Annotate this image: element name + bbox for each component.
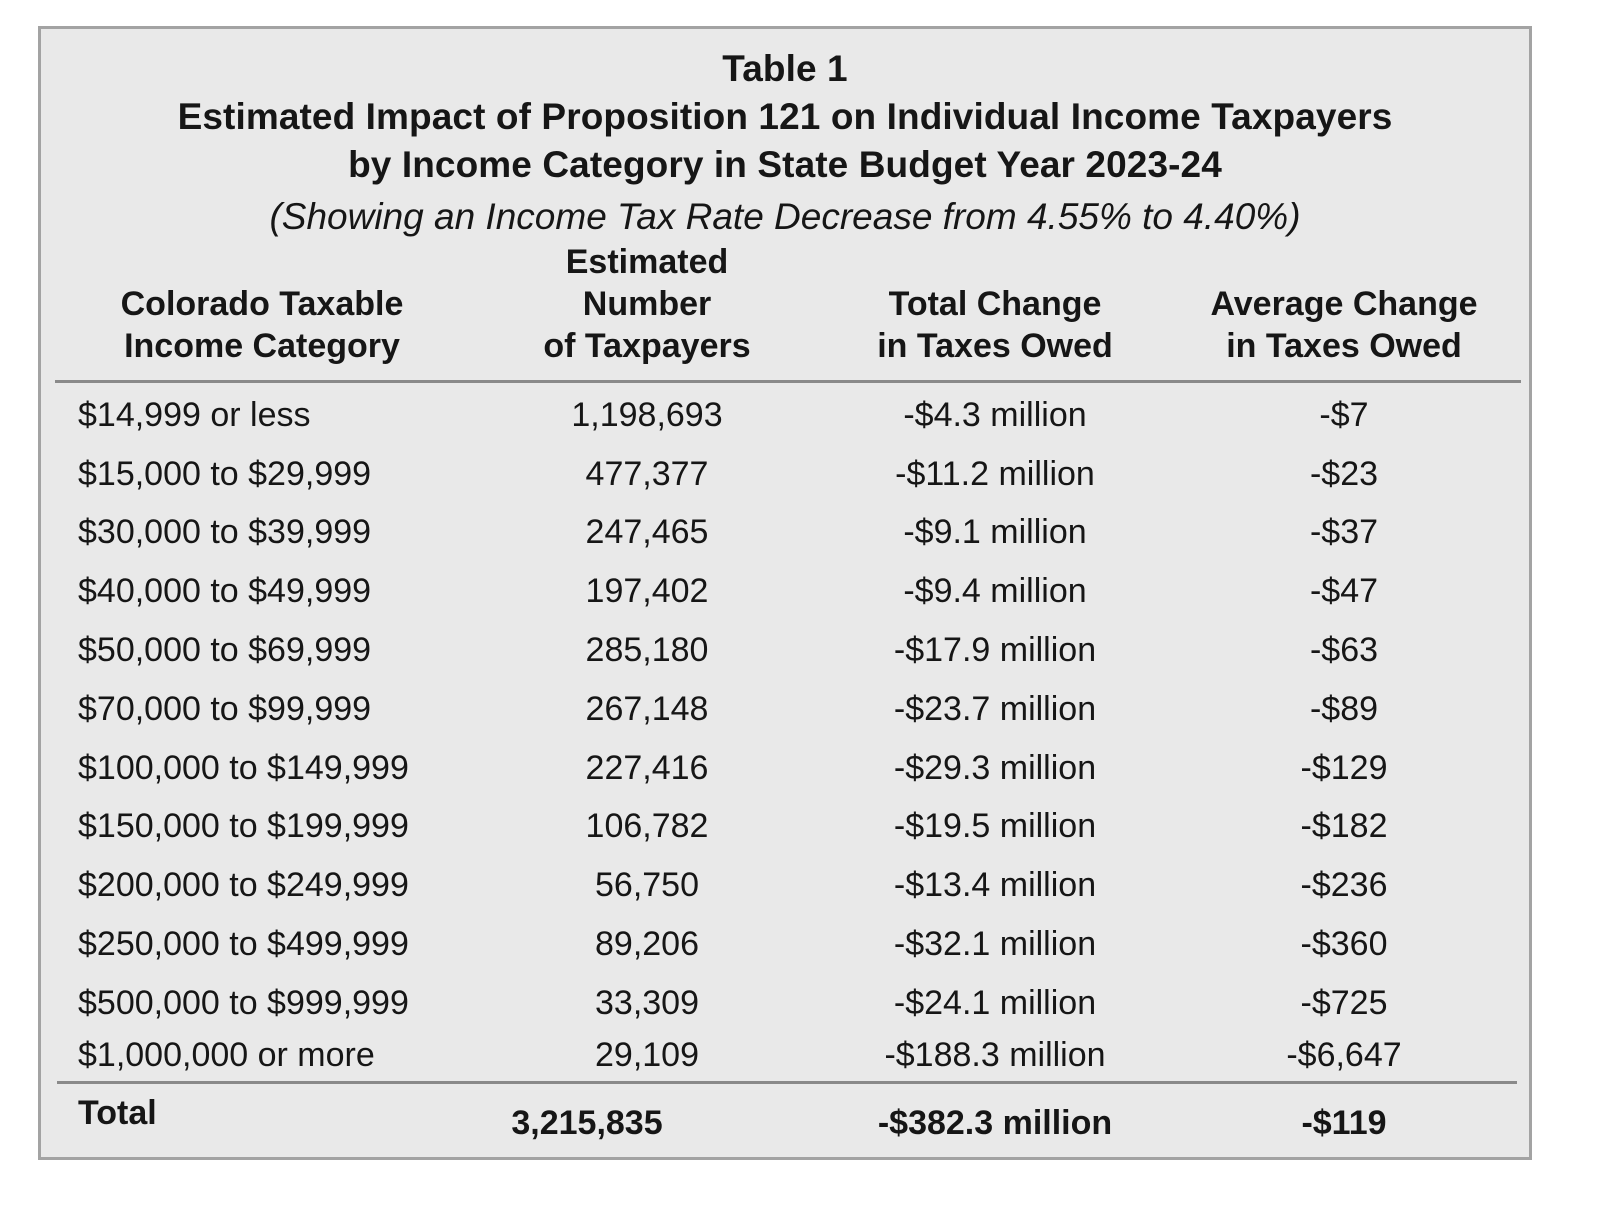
total-change-sum: -$382.3 million	[877, 1104, 1113, 1142]
total-change-cell: -$9.4 million	[903, 572, 1087, 610]
taxpayers-cell: 33,309	[595, 984, 699, 1022]
total-change-cell: -$4.3 million	[903, 396, 1087, 434]
total-change-cell: -$17.9 million	[893, 631, 1097, 669]
table-panel: Table 1 Estimated Impact of Proposition …	[38, 26, 1532, 1160]
average-change-cell: -$236	[1300, 866, 1388, 904]
column-header-line: of Taxpayers	[543, 327, 751, 365]
taxpayers-cell: 197,402	[585, 572, 709, 610]
income-category-cell: $70,000 to $99,999	[78, 690, 372, 728]
average-change-cell: -$182	[1300, 807, 1388, 845]
total-change-cell: -$24.1 million	[893, 984, 1097, 1022]
total-label: Total	[78, 1094, 157, 1132]
income-category-cell: $15,000 to $29,999	[78, 455, 372, 493]
taxpayers-cell: 227,416	[585, 749, 709, 787]
column-header-3: Total Change in Taxes Owed	[877, 283, 1113, 367]
average-change-cell: -$360	[1300, 925, 1388, 963]
total-change-cell: -$23.7 million	[893, 690, 1097, 728]
taxpayers-cell: 56,750	[595, 866, 699, 904]
column-header-4: Average Change in Taxes Owed	[1210, 283, 1477, 367]
taxpayers-cell: 247,465	[585, 513, 709, 551]
column-header-1: Colorado Taxable Income Category	[121, 283, 404, 367]
table-number: Table 1	[722, 48, 848, 89]
income-category-cell: $14,999 or less	[78, 396, 311, 434]
total-change-cell: -$32.1 million	[893, 925, 1097, 963]
total-change-cell: -$9.1 million	[903, 513, 1087, 551]
column-header-line: in Taxes Owed	[1226, 327, 1462, 365]
income-category-cell: $50,000 to $69,999	[78, 631, 372, 669]
average-change-cell: -$89	[1309, 690, 1379, 728]
taxpayers-cell: 267,148	[585, 690, 709, 728]
table-title-line-2: by Income Category in State Budget Year …	[348, 144, 1222, 185]
total-change-cell: -$11.2 million	[895, 455, 1095, 493]
total-change-cell: -$29.3 million	[893, 749, 1097, 787]
taxpayers-cell: 106,782	[585, 807, 709, 845]
table-subtitle: (Showing an Income Tax Rate Decrease fro…	[269, 196, 1301, 237]
column-header-line: Estimated	[565, 243, 729, 281]
taxpayers-cell: 29,109	[595, 1036, 699, 1074]
average-change-cell: -$6,647	[1286, 1036, 1402, 1074]
average-change-cell: -$7	[1319, 396, 1369, 434]
total-divider	[57, 1081, 1517, 1084]
average-change-cell: -$37	[1309, 513, 1379, 551]
taxpayers-cell: 89,206	[595, 925, 699, 963]
column-header-line: Total Change	[888, 285, 1102, 323]
income-category-cell: $250,000 to $499,999	[78, 925, 409, 963]
header-divider	[55, 380, 1521, 383]
column-header-line: Colorado Taxable	[120, 285, 404, 323]
table-title: Table 1 Estimated Impact of Proposition …	[41, 45, 1529, 245]
total-taxpayers: 3,215,835	[511, 1104, 663, 1142]
column-header-line: Income Category	[124, 327, 400, 365]
income-category-cell: $100,000 to $149,999	[78, 749, 409, 787]
taxpayers-cell: 1,198,693	[571, 396, 723, 434]
column-header-2: Estimated Number of Taxpayers	[543, 241, 750, 367]
average-change-cell: -$63	[1309, 631, 1379, 669]
income-category-cell: $500,000 to $999,999	[78, 984, 409, 1022]
column-header-line: Average Change	[1210, 285, 1478, 323]
income-category-cell: $40,000 to $49,999	[78, 572, 372, 610]
income-category-cell: $1,000,000 or more	[78, 1036, 375, 1074]
table-title-line-1: Estimated Impact of Proposition 121 on I…	[177, 96, 1393, 137]
average-change-cell: -$725	[1300, 984, 1388, 1022]
average-change-cell: -$129	[1300, 749, 1388, 787]
income-category-cell: $30,000 to $39,999	[78, 513, 372, 551]
column-header-line: Number	[582, 285, 712, 323]
total-change-cell: -$188.3 million	[884, 1036, 1106, 1074]
income-category-cell: $200,000 to $249,999	[78, 866, 409, 904]
total-change-cell: -$13.4 million	[893, 866, 1097, 904]
average-change-cell: -$23	[1309, 455, 1379, 493]
total-average-change: -$119	[1301, 1104, 1387, 1142]
taxpayers-cell: 285,180	[585, 631, 709, 669]
income-category-cell: $150,000 to $199,999	[78, 807, 409, 845]
column-header-line: in Taxes Owed	[877, 327, 1113, 365]
taxpayers-cell: 477,377	[585, 455, 709, 493]
total-change-cell: -$19.5 million	[893, 807, 1097, 845]
average-change-cell: -$47	[1309, 572, 1379, 610]
